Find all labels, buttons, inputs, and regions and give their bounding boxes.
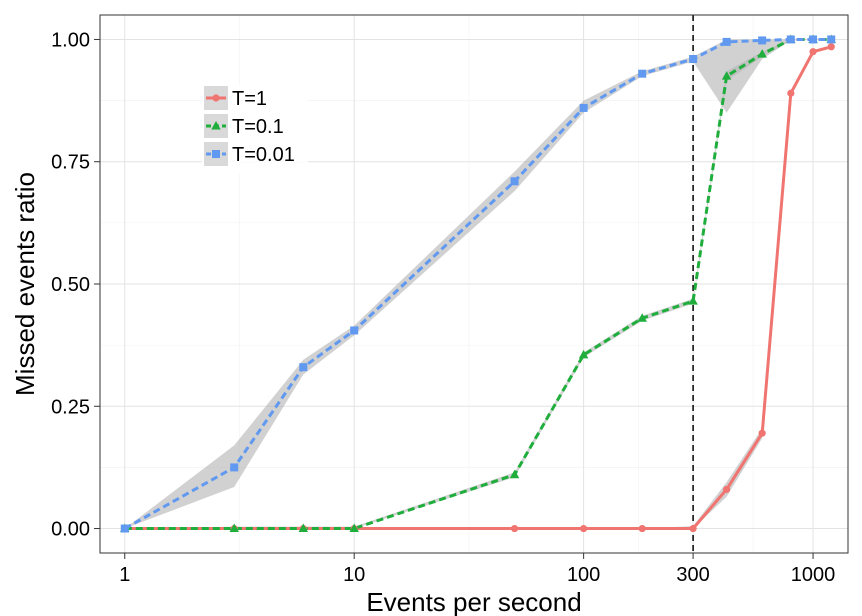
y-tick-label: 0.00 (51, 519, 90, 541)
data-point (578, 349, 589, 359)
data-point (229, 523, 239, 533)
data-point (580, 524, 588, 533)
data-point (579, 103, 588, 112)
data-point (638, 69, 647, 78)
data-point (827, 35, 836, 44)
data-point (721, 71, 732, 80)
data-point (827, 43, 835, 51)
legend-key-marker (212, 150, 220, 158)
y-tick-label: 0.50 (51, 274, 90, 296)
data-point (758, 429, 766, 437)
data-point (809, 35, 818, 44)
legend-label: T=0.01 (232, 144, 295, 166)
y-tick-label: 1.00 (51, 29, 90, 51)
y-tick-label: 0.75 (51, 152, 90, 174)
data-point (758, 36, 767, 45)
axes: 0.00 0.25 0.50 0.75 1.00 1 10 100 300 1000 (51, 29, 835, 586)
data-point (349, 523, 359, 533)
data-point (230, 463, 239, 472)
data-point (299, 363, 308, 372)
data-point (637, 313, 647, 322)
x-tick-label: 300 (676, 564, 709, 586)
x-tick-label: 100 (567, 564, 600, 586)
y-axis-title: Missed events ratio (10, 172, 40, 396)
data-point (786, 35, 795, 44)
data-point (688, 296, 698, 305)
data-point (638, 524, 646, 533)
legend-label: T=1 (232, 88, 267, 110)
x-axis-title: Events per second (366, 587, 581, 616)
data-point (120, 524, 129, 533)
data-point (510, 177, 519, 186)
data-point (722, 37, 731, 46)
data-point (723, 485, 731, 494)
data-point (350, 326, 359, 335)
x-tick-label: 10 (343, 564, 365, 586)
confidence-band (124, 39, 832, 529)
legend: T=1 T=0.1 T=0.01 (202, 84, 308, 174)
x-tick-label: 1 (119, 564, 130, 586)
data-point (689, 524, 697, 533)
data-point (809, 48, 817, 56)
data-point (689, 55, 698, 64)
confidence-bands (124, 39, 832, 529)
series-markers (120, 34, 836, 533)
data-point (510, 524, 519, 533)
x-tick-label: 1000 (791, 564, 836, 586)
data-point (757, 49, 767, 58)
data-point (509, 469, 520, 479)
legend-key-marker (211, 121, 221, 130)
y-tick-label: 0.25 (51, 396, 90, 418)
legend-label: T=0.1 (232, 116, 284, 138)
data-point (787, 89, 795, 97)
data-point (298, 523, 309, 533)
legend-key-marker (212, 94, 220, 102)
